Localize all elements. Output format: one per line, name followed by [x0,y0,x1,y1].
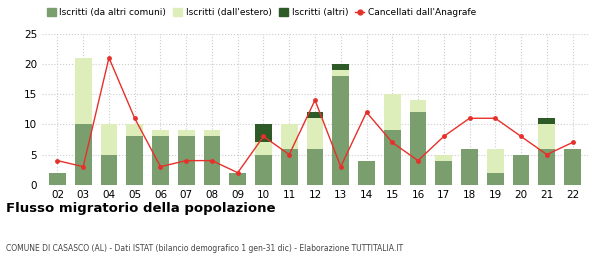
Bar [152,130,169,136]
Bar [75,124,92,185]
Bar [461,148,478,185]
Bar [436,155,452,161]
Text: COMUNE DI CASASCO (AL) - Dati ISTAT (bilancio demografico 1 gen-31 dic) - Elabor: COMUNE DI CASASCO (AL) - Dati ISTAT (bil… [6,244,403,253]
Bar [49,173,66,185]
Bar [178,130,194,136]
Bar [281,124,298,148]
Bar [203,130,220,136]
Bar [487,173,503,185]
Bar [436,161,452,185]
Text: Flusso migratorio della popolazione: Flusso migratorio della popolazione [6,202,275,214]
Bar [564,148,581,185]
Bar [255,155,272,185]
Bar [332,64,349,70]
Bar [538,148,555,185]
Bar [178,136,194,185]
Bar [127,136,143,185]
Bar [101,155,118,185]
Bar [75,58,92,124]
Bar [152,136,169,185]
Bar [307,118,323,148]
Bar [203,136,220,185]
Bar [281,148,298,185]
Bar [538,118,555,124]
Bar [101,124,118,155]
Bar [512,155,529,185]
Bar [538,124,555,148]
Bar [410,100,427,112]
Bar [384,94,401,130]
Bar [307,112,323,118]
Legend: Iscritti (da altri comuni), Iscritti (dall'estero), Iscritti (altri), Cancellati: Iscritti (da altri comuni), Iscritti (da… [47,8,476,17]
Bar [255,143,272,155]
Bar [255,124,272,143]
Bar [307,148,323,185]
Bar [332,70,349,76]
Bar [358,161,375,185]
Bar [127,124,143,136]
Bar [487,148,503,173]
Bar [384,130,401,185]
Bar [229,173,246,185]
Bar [410,112,427,185]
Bar [332,76,349,185]
